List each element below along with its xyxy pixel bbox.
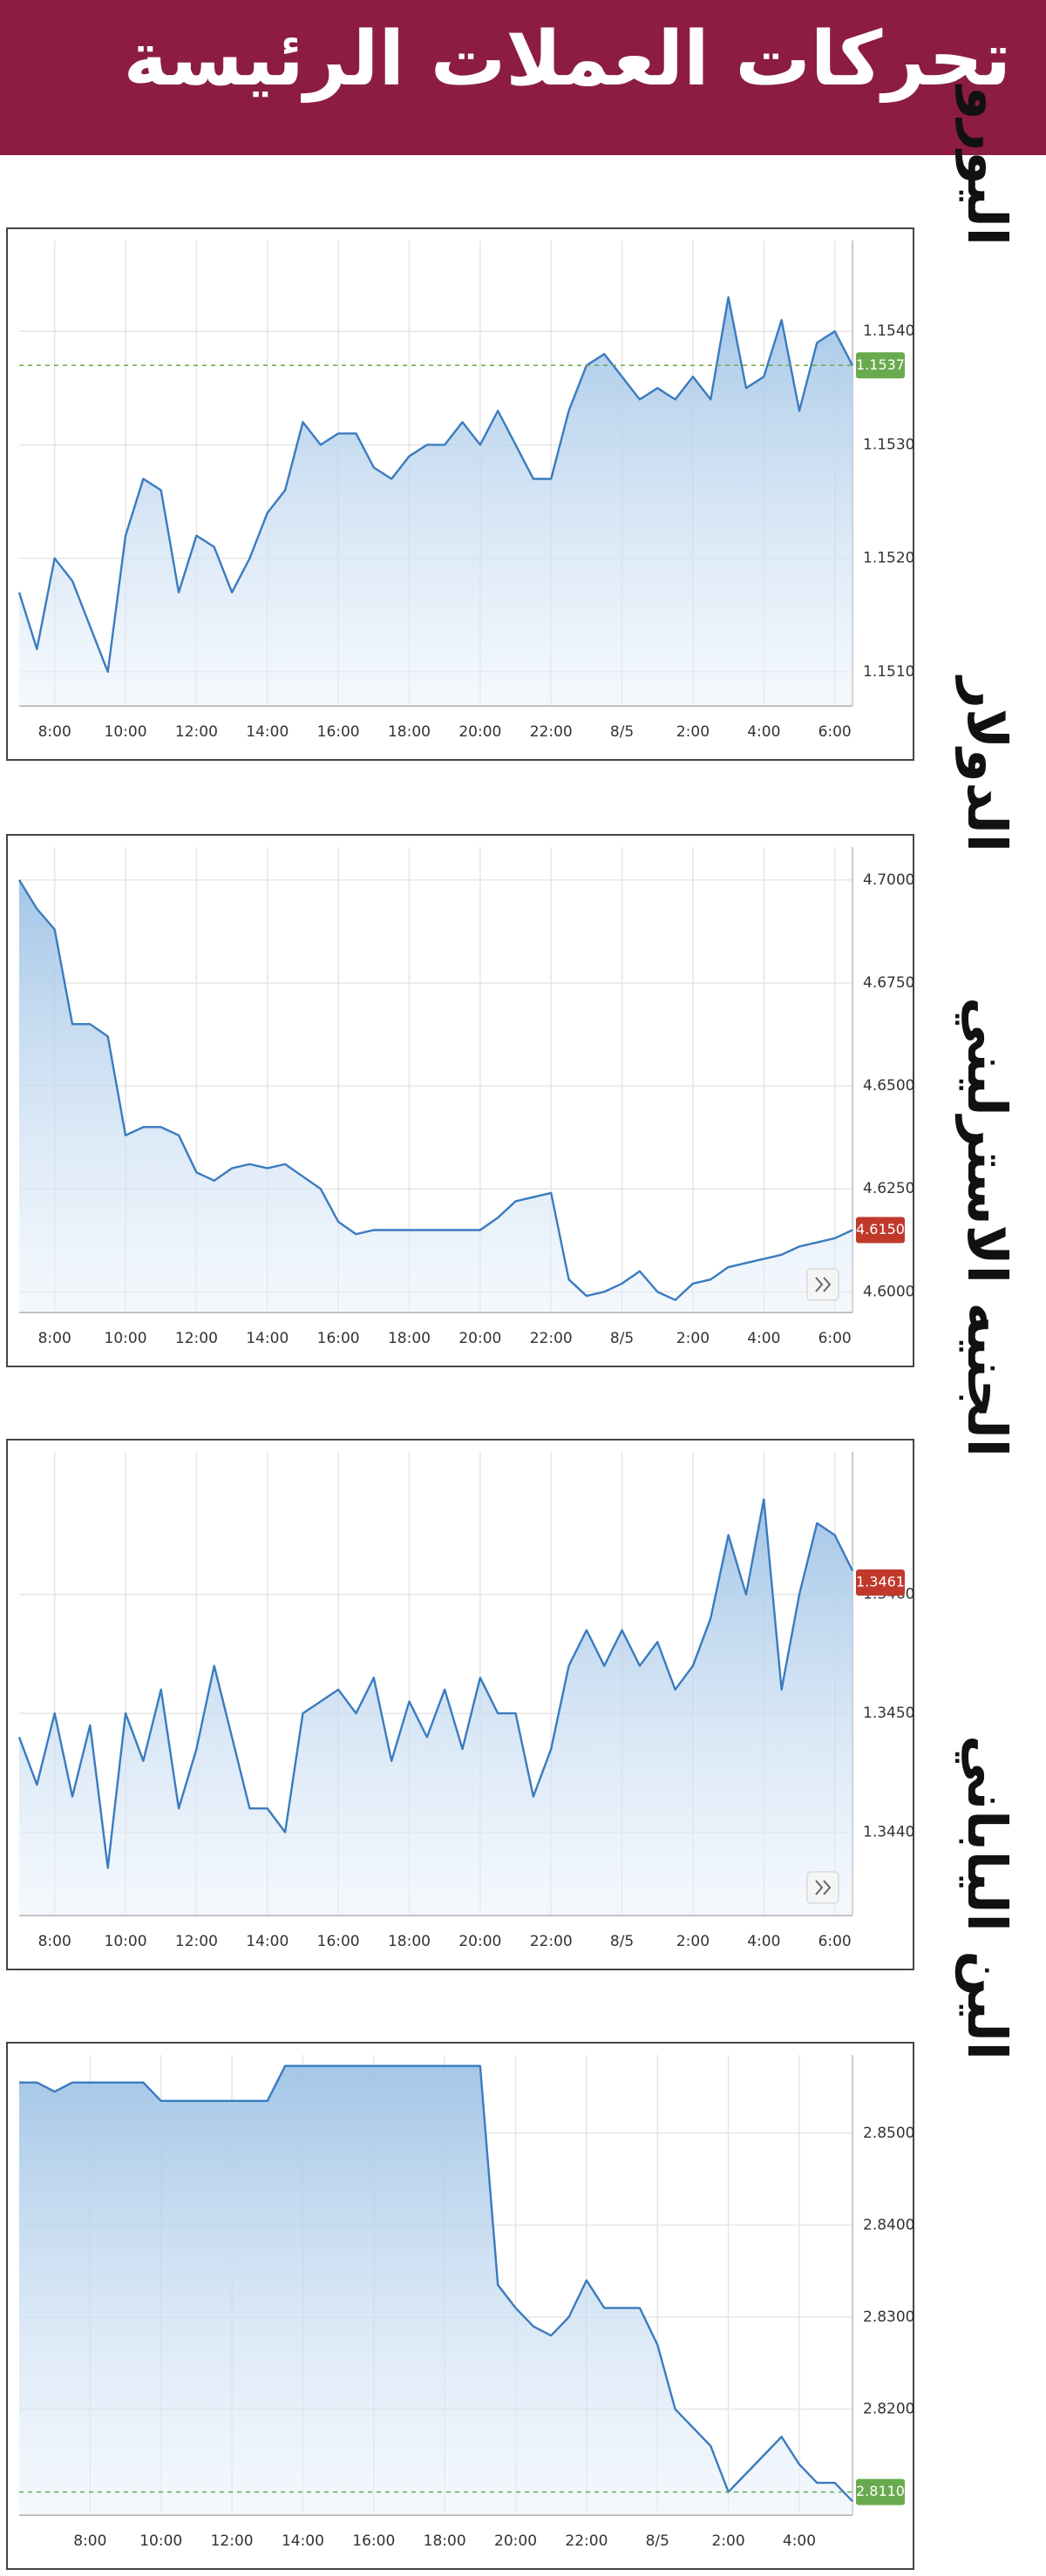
x-tick-label: 10:00 [105,1933,147,1950]
price-line [17,1498,854,1869]
x-tick-label: 2:00 [712,2532,745,2550]
chart-title: الجنيه الاسترليني [955,997,1019,1457]
y-tick-label: 2.8300 [863,2308,914,2326]
current-marker [856,352,905,379]
y-tick-label: 1.1520 [863,550,914,567]
x-tick-label: 14:00 [246,1330,289,1347]
area-fill [19,297,852,706]
y-tick-label: 1.1530 [863,436,914,453]
y-tick-label: 1.1510 [863,663,914,681]
x-tick-label: 4:00 [747,723,780,741]
x-tick-label: 8:00 [38,723,71,741]
x-tick-label: 22:00 [565,2532,608,2550]
current-marker [856,1217,905,1244]
x-tick-label: 16:00 [352,2532,395,2550]
x-tick-label: 12:00 [175,723,218,741]
x-tick-label: 12:00 [175,1330,218,1347]
y-tick-label: 1.1540 [863,322,914,340]
x-tick-label: 20:00 [458,1933,501,1950]
x-tick-label: 12:00 [211,2532,254,2550]
x-tick-label: 16:00 [317,1933,360,1950]
area-fill [19,2065,852,2515]
chart-title: اليورو [955,84,1019,246]
x-tick-label: 16:00 [317,723,360,741]
x-tick-label: 8/5 [646,2532,669,2550]
y-tick-label: 2.8500 [863,2125,914,2142]
price-line [17,879,853,1302]
x-tick-label: 22:00 [530,723,573,741]
x-tick-label: 18:00 [388,1330,431,1347]
x-tick-label: 8:00 [38,1933,71,1950]
y-tick-label: 1.3450 [863,1705,914,1722]
area-fill [19,1499,852,1915]
nav-icon [815,1880,832,1895]
x-tick-label: 18:00 [424,2532,466,2550]
nav-icon [815,1277,832,1292]
x-tick-label: 8:00 [73,2532,106,2550]
x-tick-label: 6:00 [818,1933,852,1950]
chart: 8:00 10:00 12:00 14:00 16:00 18:00 20:00 22:00 8… [6,84,1019,761]
y-tick-label: 2.8200 [863,2401,914,2418]
x-tick-label: 18:00 [388,723,431,741]
x-tick-label: 8/5 [610,1330,634,1347]
header-title: تحركات العملات الرئيسة [123,16,1011,103]
x-tick-label: 10:00 [105,1330,147,1347]
x-tick-label: 14:00 [246,723,289,741]
current-label: 4.6150 [856,1221,905,1237]
x-tick-label: 2:00 [676,1330,710,1347]
x-tick-label: 18:00 [388,1933,431,1950]
chart-title: الين الياباني [955,1735,1019,2060]
x-tick-label: 20:00 [458,723,501,741]
x-tick-label: 20:00 [494,2532,537,2550]
x-tick-label: 2:00 [676,723,710,741]
area-fill [19,879,852,1312]
current-label: 2.8110 [856,2483,905,2499]
x-tick-label: 2:00 [676,1933,710,1950]
y-tick-label: 4.6000 [863,1283,914,1300]
current-marker [856,1569,905,1596]
x-tick-label: 6:00 [818,1330,852,1347]
y-tick-label: 4.6250 [863,1180,914,1197]
chart: 8:00 10:00 12:00 14:00 16:00 18:00 20:00 22:00 8… [6,675,1019,1367]
header: تحركات العملات الرئيسة [0,0,1046,155]
y-tick-label: 4.6750 [863,974,914,992]
x-tick-label: 22:00 [530,1933,573,1950]
price-line [17,295,854,674]
current-marker [856,2478,905,2505]
y-tick-label: 4.6500 [863,1077,914,1095]
x-tick-label: 22:00 [530,1330,573,1347]
chart: 8:00 10:00 12:00 14:00 16:00 18:00 20:00 22:00 8… [6,1735,1019,2570]
x-tick-label: 14:00 [246,1933,289,1950]
x-tick-label: 6:00 [818,723,852,741]
chart-title: الدولار [955,675,1019,852]
x-tick-label: 8/5 [610,1933,634,1950]
x-tick-label: 8/5 [610,723,634,741]
x-tick-label: 4:00 [747,1933,780,1950]
x-tick-label: 14:00 [282,2532,324,2550]
chart: 8:00 10:00 12:00 14:00 16:00 18:00 20:00 22:00 8… [6,997,1019,1970]
price-line [19,2064,853,2502]
y-tick-label: 4.7000 [863,871,914,889]
x-tick-label: 12:00 [175,1933,218,1950]
x-tick-label: 16:00 [317,1330,360,1347]
x-tick-label: 20:00 [458,1330,501,1347]
x-tick-label: 10:00 [139,2532,182,2550]
x-tick-label: 4:00 [783,2532,816,2550]
y-tick-label: 2.8400 [863,2216,914,2234]
x-tick-label: 8:00 [38,1330,71,1347]
current-label: 1.1537 [856,356,905,373]
x-tick-label: 4:00 [747,1330,780,1347]
current-label: 1.3461 [856,1574,905,1590]
y-tick-label: 1.3440 [863,1824,914,1841]
x-tick-label: 10:00 [105,723,147,741]
